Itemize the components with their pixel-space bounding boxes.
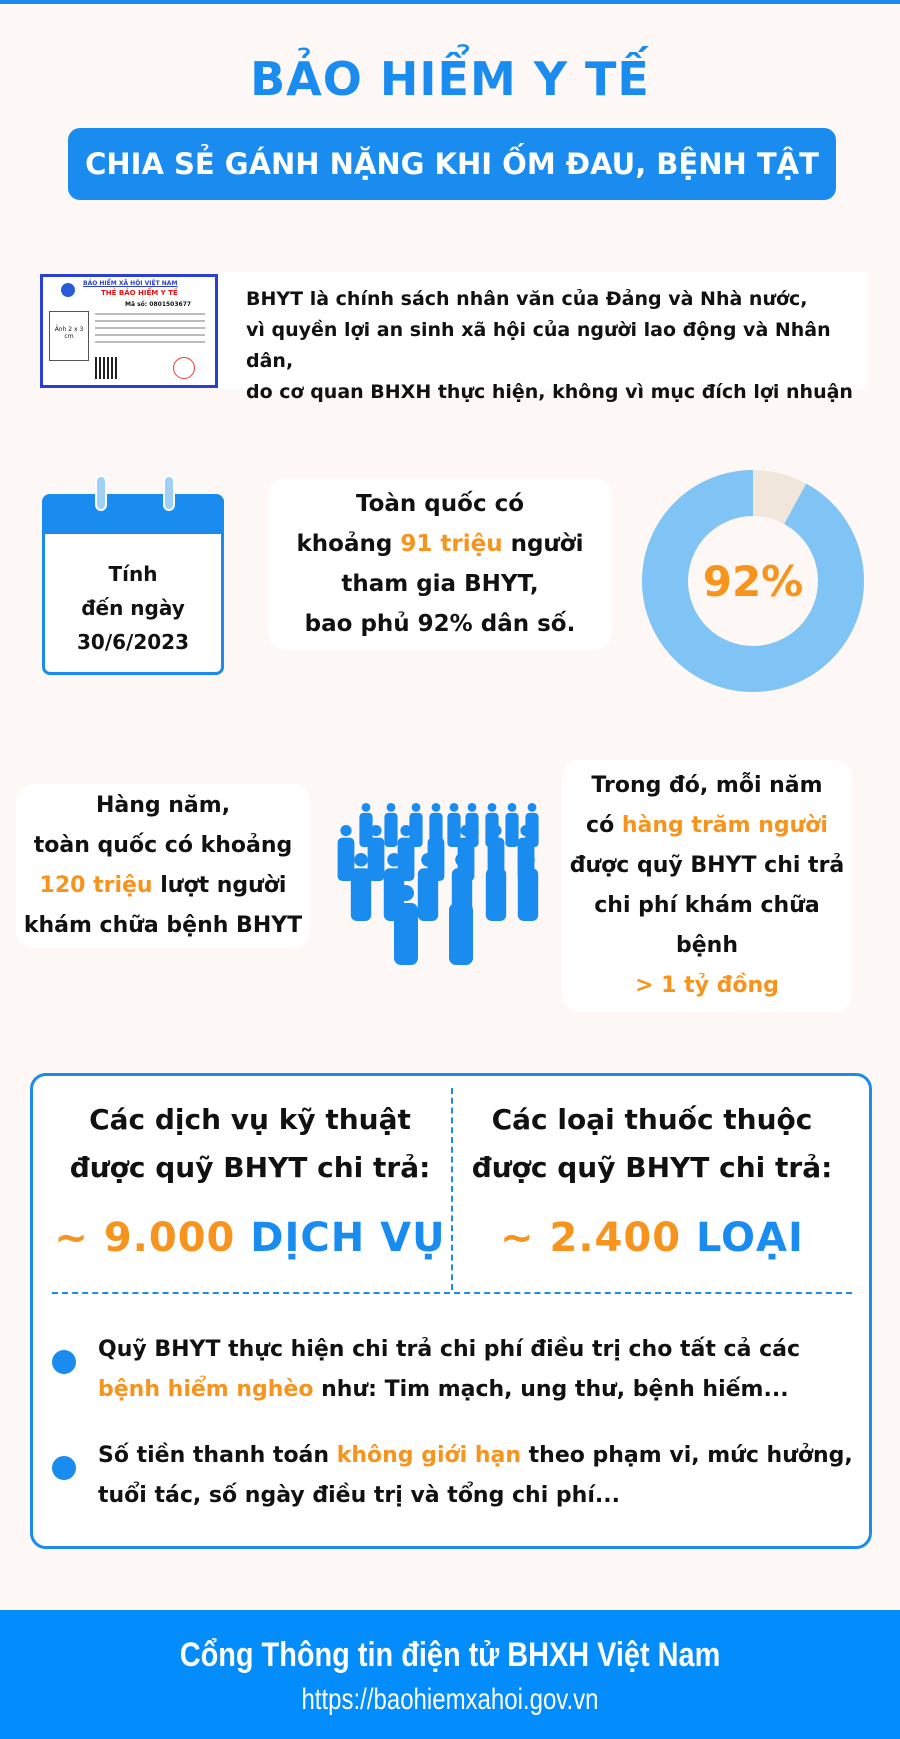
- text-line: Hàng năm,: [95, 793, 231, 818]
- coverage-text: Toàn quốc có khoảng 91 triệu người tham …: [268, 478, 612, 650]
- person-icon: [485, 853, 507, 921]
- bullet-item: Số tiền thanh toán không giới hạn theo p…: [52, 1436, 862, 1516]
- text: khoảng: [296, 531, 401, 557]
- donut-fill: [642, 470, 864, 692]
- text-line: được quỹ BHYT chi trả:: [471, 1151, 833, 1184]
- visits-text: Hàng năm, toàn quốc có khoảng 120 triệu …: [16, 784, 310, 948]
- person-icon: [350, 853, 372, 921]
- highlight: > 1 tỷ đồng: [635, 973, 779, 998]
- calendar-text: Tính: [108, 562, 158, 586]
- card-title: THẺ BẢO HIỂM Y TẾ: [101, 289, 178, 297]
- drugs-value: 2.400: [549, 1215, 682, 1261]
- person-icon: [409, 803, 423, 847]
- approx: ~: [54, 1215, 104, 1261]
- seal-icon: [173, 357, 195, 379]
- person-icon: [517, 853, 539, 921]
- highlight: không giới hạn: [336, 1443, 521, 1468]
- person-icon: [417, 853, 439, 921]
- text-line: Toàn quốc có: [355, 491, 525, 517]
- text-line: được quỹ BHYT chi trả: [569, 853, 845, 878]
- drugs-block: Các loại thuốc thuộc được quỹ BHYT chi t…: [452, 1096, 852, 1262]
- approx: ~: [500, 1215, 550, 1261]
- bullet-item: Quỹ BHYT thực hiện chi trả chi phí điều …: [52, 1330, 862, 1410]
- donut-label: 92%: [703, 557, 804, 606]
- footer-name: Cổng Thông tin điện tử BHXH Việt Nam: [179, 1636, 721, 1674]
- card-code: Mã số: 0801503677: [125, 301, 192, 308]
- bullet-dot-icon: [52, 1456, 76, 1480]
- text-line: Các dịch vụ kỹ thuật: [89, 1103, 411, 1136]
- person-icon: [394, 885, 418, 965]
- text: theo phạm vi, mức hưởng, tuổi tác, số ng…: [98, 1443, 853, 1508]
- services-unit: DỊCH VỤ: [235, 1215, 446, 1261]
- text-line: toàn quốc có khoảng: [33, 833, 293, 858]
- text: lượt người: [152, 873, 287, 898]
- insurance-card-image: BẢO HIỂM XÃ HỘI VIỆT NAM THẺ BẢO HIỂM Y …: [40, 274, 218, 388]
- text: người: [502, 531, 584, 557]
- person-icon: [384, 803, 398, 847]
- bhxh-logo-icon: [61, 283, 75, 297]
- bullet-dot-icon: [52, 1350, 76, 1374]
- subtitle-banner: CHIA SẺ GÁNH NẶNG KHI ỐM ĐAU, BỆNH TẬT: [68, 128, 836, 200]
- text: như: Tim mạch, ung thư, bệnh hiếm...: [313, 1377, 789, 1402]
- highlight: bệnh hiểm nghèo: [98, 1377, 314, 1402]
- card-photo: Ảnh 2 x 3 cm: [49, 311, 89, 361]
- text-line: chi phí khám chữa bệnh: [594, 893, 820, 958]
- divider: [451, 1088, 453, 1290]
- top-bar: [0, 0, 900, 4]
- text-line: khám chữa bệnh BHYT: [23, 913, 303, 938]
- divider: [52, 1292, 852, 1294]
- crowd-icon: [337, 803, 539, 965]
- calendar-icon: Tính đến ngày 30/6/2023: [42, 475, 224, 675]
- intro-line: do cơ quan BHXH thực hiện, không vì mục …: [246, 381, 853, 403]
- footer-url[interactable]: https://baohiemxahoi.gov.vn: [301, 1683, 599, 1716]
- text: Quỹ BHYT thực hiện chi trả chi phí điều …: [98, 1337, 801, 1362]
- text-line: Các loại thuốc thuộc: [491, 1103, 813, 1136]
- text-line: bao phủ 92% dân số.: [304, 611, 576, 637]
- intro-line: BHYT là chính sách nhân văn của Đảng và …: [246, 288, 808, 310]
- footer: Cổng Thông tin điện tử BHXH Việt Nam htt…: [0, 1610, 900, 1739]
- intro-text: BHYT là chính sách nhân văn của Đảng và …: [218, 272, 868, 403]
- highlight: 91 triệu: [400, 531, 503, 557]
- card-org: BẢO HIỂM XÃ HỘI VIỆT NAM: [83, 280, 178, 287]
- highlight: hàng trăm người: [621, 813, 828, 838]
- text-line: được quỹ BHYT chi trả:: [69, 1151, 431, 1184]
- page-title: BẢO HIỂM Y TẾ: [250, 52, 650, 106]
- person-icon: [337, 825, 355, 881]
- big-payers-text: Trong đó, mỗi năm có hàng trăm người đượ…: [562, 760, 852, 1012]
- text-line: Trong đó, mỗi năm: [591, 773, 823, 798]
- person-icon: [505, 803, 519, 847]
- person-icon: [447, 803, 461, 847]
- person-icon: [367, 825, 385, 881]
- intro-line: vì quyền lợi an sinh xã hội của người la…: [246, 319, 831, 372]
- drugs-unit: LOẠI: [681, 1215, 804, 1261]
- text: có: [586, 813, 622, 838]
- person-icon: [359, 803, 373, 847]
- person-icon: [449, 885, 473, 965]
- qr-code-icon: [95, 357, 117, 379]
- calendar-text: đến ngày: [81, 596, 185, 620]
- coverage-donut-chart: 92%: [642, 470, 864, 692]
- text: Số tiền thanh toán: [98, 1443, 337, 1468]
- services-value: 9.000: [103, 1215, 236, 1261]
- services-block: Các dịch vụ kỹ thuật được quỹ BHYT chi t…: [50, 1096, 450, 1262]
- card-lines: [95, 313, 205, 348]
- calendar-date: 30/6/2023: [76, 630, 190, 654]
- text-line: tham gia BHYT,: [341, 571, 539, 597]
- highlight: 120 triệu: [39, 873, 153, 898]
